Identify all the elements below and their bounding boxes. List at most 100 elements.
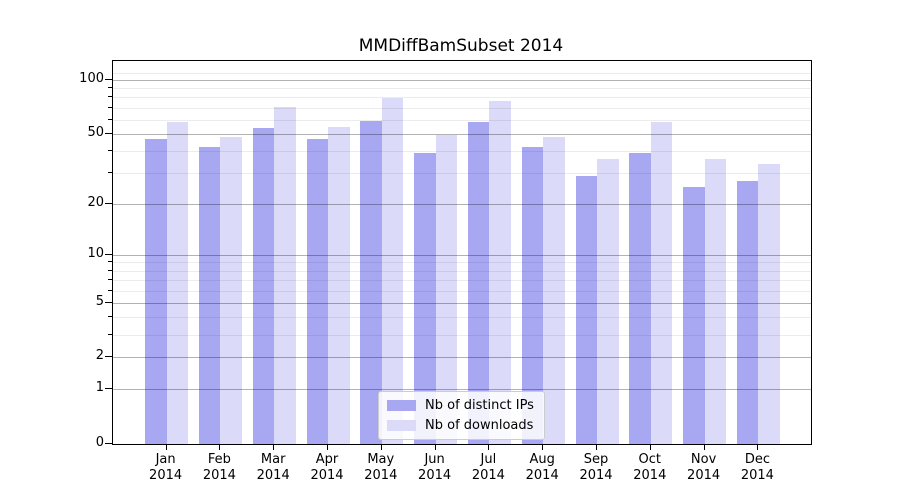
y-minor-tick-mark-60	[108, 118, 112, 120]
bar-downloads-jul	[489, 101, 511, 444]
x-tick-mark-jan	[165, 444, 167, 450]
month-name: Dec	[744, 452, 770, 467]
gridline-minor-80	[113, 97, 811, 99]
bar-downloads-dec	[758, 163, 780, 444]
month-name: Feb	[207, 452, 231, 467]
bar-distinct-ips-dec	[736, 181, 759, 444]
bar-downloads-feb	[220, 137, 242, 444]
year-label: 2014	[364, 468, 398, 483]
x-tick-label-aug: Aug 2014	[512, 452, 572, 484]
x-tick-mark-nov	[703, 444, 705, 450]
x-tick-label-mar: Mar 2014	[243, 452, 303, 484]
gridline-minor-6	[113, 290, 811, 292]
x-tick-mark-oct	[649, 444, 651, 450]
y-minor-tick-mark-8	[108, 269, 112, 271]
y-minor-tick-mark-3	[108, 333, 112, 335]
month-name: Mar	[260, 452, 286, 467]
x-tick-mark-aug	[542, 444, 544, 450]
chart-title: MMDiffBamSubset 2014	[358, 36, 564, 56]
x-tick-label-nov: Nov 2014	[674, 452, 734, 484]
x-tick-label-jul: Jul 2014	[458, 452, 518, 484]
year-label: 2014	[256, 468, 290, 483]
bar-distinct-ips-mar	[252, 127, 275, 444]
gridline-major-5	[113, 302, 811, 304]
gridline-major-2	[113, 357, 811, 359]
bar-distinct-ips-apr	[306, 138, 328, 444]
y-tick-label-0: 0	[95, 435, 104, 450]
bar-distinct-ips-aug	[521, 147, 544, 444]
gridline-major-10	[113, 254, 811, 256]
gridline-minor-60	[113, 119, 811, 121]
gridline-major-20	[113, 203, 811, 205]
y-minor-tick-mark-4	[108, 316, 112, 318]
y-tick-label-20: 20	[87, 194, 104, 210]
year-label: 2014	[149, 468, 183, 483]
x-tick-label-apr: Apr 2014	[297, 452, 357, 484]
year-label: 2014	[202, 468, 236, 483]
gridline-minor-9	[113, 262, 811, 264]
plot-area	[112, 60, 812, 445]
x-tick-mark-apr	[327, 444, 328, 450]
y-tick-label-5: 5	[95, 293, 104, 309]
month-name: Oct	[638, 452, 662, 467]
year-label: 2014	[471, 468, 505, 483]
bar-downloads-jun	[435, 135, 458, 444]
x-tick-mark-jul	[488, 444, 490, 450]
x-tick-label-sep: Sep 2014	[566, 452, 626, 484]
bar-downloads-aug	[543, 137, 565, 444]
gridline-minor-30	[113, 173, 811, 175]
y-tick-mark-0	[105, 443, 112, 444]
y-tick-mark-10	[105, 253, 112, 255]
bar-distinct-ips-oct	[629, 153, 651, 444]
y-tick-mark-1	[105, 388, 112, 390]
x-tick-mark-sep	[596, 444, 597, 450]
x-tick-mark-feb	[219, 444, 221, 450]
y-minor-tick-mark-6	[108, 289, 112, 291]
year-label: 2014	[579, 468, 613, 483]
y-minor-tick-mark-40	[108, 150, 112, 152]
gridline-minor-40	[113, 151, 811, 153]
gridline-minor-3	[113, 334, 811, 336]
month-name: Jun	[424, 452, 445, 467]
y-tick-label-2: 2	[95, 348, 104, 364]
legend-swatch-downloads	[387, 420, 416, 431]
gridline-minor-90	[113, 88, 811, 90]
year-label: 2014	[418, 468, 452, 483]
legend: Nb of distinct IPs Nb of downloads	[378, 391, 545, 440]
bar-downloads-may	[381, 98, 404, 444]
gridline-major-1	[113, 389, 811, 391]
y-minor-tick-mark-70	[108, 106, 112, 108]
y-minor-tick-mark-80	[108, 96, 112, 98]
y-minor-tick-mark-7	[108, 278, 112, 280]
year-label: 2014	[310, 468, 344, 483]
month-name: Aug	[529, 452, 555, 467]
x-tick-label-may: May 2014	[351, 452, 411, 484]
gridline-major-100	[113, 80, 811, 81]
bar-distinct-ips-feb	[198, 147, 221, 444]
bar-distinct-ips-jul	[467, 122, 490, 444]
year-label: 2014	[525, 468, 559, 483]
bar-distinct-ips-sep	[575, 175, 597, 444]
bar-distinct-ips-nov	[683, 187, 705, 444]
x-tick-label-jan: Jan 2014	[136, 452, 196, 484]
bar-distinct-ips-jan	[145, 138, 167, 444]
y-tick-mark-2	[105, 356, 112, 358]
legend-item-distinct-ips: Nb of distinct IPs	[387, 397, 534, 414]
y-tick-label-10: 10	[87, 245, 104, 261]
month-name: Nov	[690, 452, 717, 467]
y-tick-mark-5	[105, 301, 112, 303]
legend-label-downloads: Nb of downloads	[425, 418, 534, 433]
gridline-major-50	[113, 133, 811, 135]
year-label: 2014	[633, 468, 667, 483]
year-label: 2014	[687, 468, 721, 483]
y-tick-label-50: 50	[87, 124, 104, 140]
x-tick-label-oct: Oct 2014	[620, 452, 680, 484]
y-minor-tick-mark-30	[108, 172, 112, 174]
gridline-minor-4	[113, 317, 811, 319]
legend-label-distinct-ips: Nb of distinct IPs	[425, 398, 534, 413]
bar-downloads-sep	[597, 159, 619, 444]
bar-distinct-ips-may	[360, 121, 382, 444]
x-tick-mark-jun	[434, 444, 436, 450]
bar-downloads-oct	[650, 122, 673, 444]
